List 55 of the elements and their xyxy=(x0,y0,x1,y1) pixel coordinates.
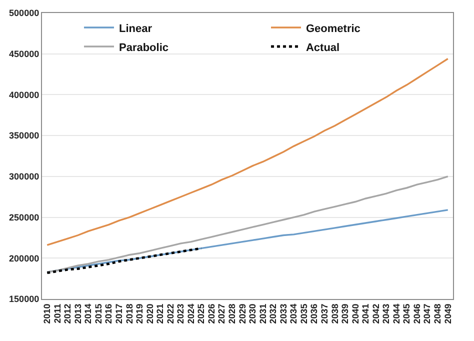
x-tick-label: 2011 xyxy=(52,304,62,324)
line-series xyxy=(46,247,202,274)
x-tick-label: 2048 xyxy=(432,304,443,324)
x-tick-label: 2028 xyxy=(227,304,238,324)
x-tick-label: 2043 xyxy=(381,304,392,324)
x-tick-label: 2036 xyxy=(309,304,320,324)
x-tick-label: 2044 xyxy=(391,304,402,324)
line-series xyxy=(46,58,449,246)
x-tick-label: 2033 xyxy=(278,304,288,324)
x-tick-label: 2020 xyxy=(144,304,155,324)
legend-label: Geometric xyxy=(306,22,360,35)
x-tick-label: 2023 xyxy=(176,304,186,324)
x-tick-label: 2014 xyxy=(83,304,94,324)
x-tick-label: 2026 xyxy=(206,304,216,324)
line-series xyxy=(46,176,449,273)
y-tick-label: 200000 xyxy=(9,253,40,264)
x-tick-label: 2045 xyxy=(402,304,412,324)
x-tick-label: 2030 xyxy=(248,304,258,324)
legend-label: Linear xyxy=(118,22,153,35)
x-tick-label: 2010 xyxy=(42,304,52,324)
x-tick-label: 2038 xyxy=(330,304,340,324)
x-tick-label: 2047 xyxy=(422,304,432,324)
legend-label: Parabolic xyxy=(118,42,169,54)
x-tick-label: 2046 xyxy=(412,304,422,324)
x-tick-label: 2027 xyxy=(216,304,227,324)
x-tick-label: 2029 xyxy=(237,304,248,324)
x-tick-label: 2015 xyxy=(93,304,104,324)
x-tick-label: 2037 xyxy=(319,304,330,324)
x-tick-label: 2040 xyxy=(350,304,360,324)
x-tick-label: 2017 xyxy=(114,304,124,324)
x-tick-label: 2034 xyxy=(288,304,299,324)
x-tick-label: 2021 xyxy=(155,304,166,324)
y-tick-label: 250000 xyxy=(9,212,40,222)
x-tick-label: 2049 xyxy=(442,304,453,324)
y-tick-label: 150000 xyxy=(9,294,40,304)
y-tick-label: 400000 xyxy=(9,90,40,100)
x-tick-label: 2032 xyxy=(268,304,278,324)
x-tick-label: 2013 xyxy=(72,304,83,324)
y-tick-label: 500000 xyxy=(9,8,40,18)
y-tick-label: 300000 xyxy=(9,172,40,182)
x-tick-label: 2039 xyxy=(340,304,350,324)
x-tick-label: 2031 xyxy=(258,304,268,324)
x-tick-label: 2035 xyxy=(298,304,309,324)
x-tick-label: 2022 xyxy=(165,304,176,324)
x-tick-label: 2025 xyxy=(196,304,206,324)
y-tick-label: 350000 xyxy=(9,130,40,141)
x-tick-label: 2042 xyxy=(370,304,381,324)
legend-label: Actual xyxy=(306,42,340,54)
x-tick-label: 2019 xyxy=(134,304,145,324)
x-tick-label: 2041 xyxy=(360,304,371,324)
x-tick-label: 2012 xyxy=(62,304,73,324)
x-tick-label: 2016 xyxy=(104,304,114,324)
y-tick-label: 450000 xyxy=(9,49,40,60)
x-tick-label: 2024 xyxy=(186,304,196,324)
x-tick-label: 2018 xyxy=(124,304,134,324)
